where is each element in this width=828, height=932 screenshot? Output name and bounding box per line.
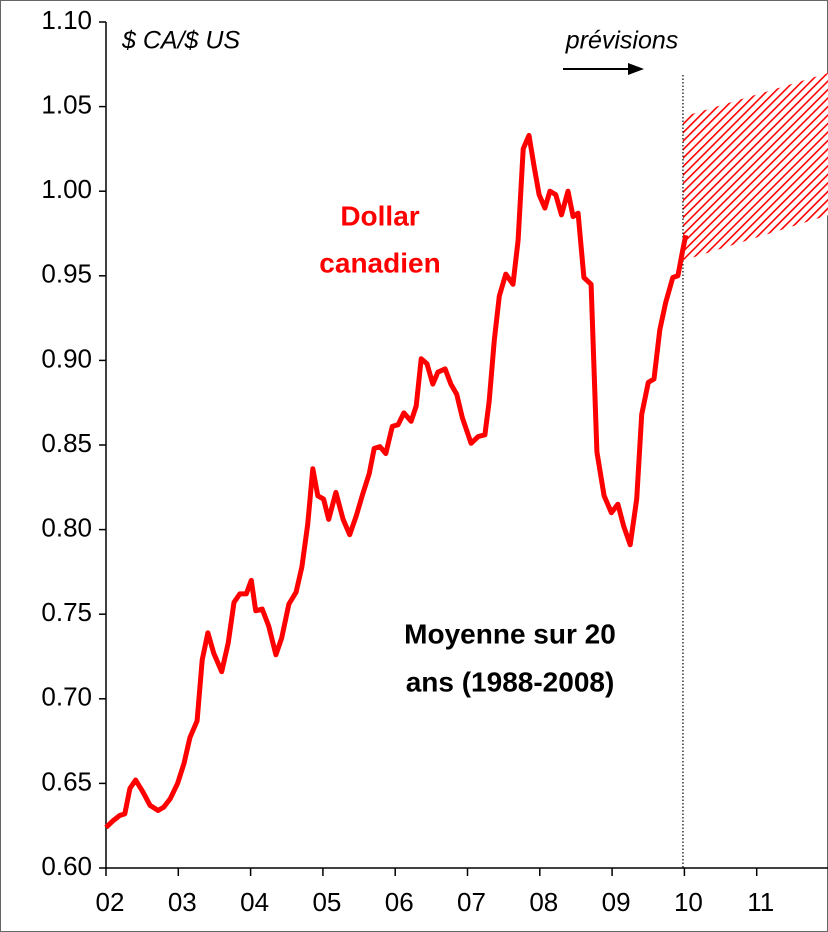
series-label: canadien — [319, 247, 440, 278]
annotation: Moyenne sur 20 — [404, 618, 616, 649]
y-tick-label: 0.80 — [41, 512, 92, 542]
y-tick-label: 0.75 — [41, 597, 92, 627]
line-series — [104, 132, 689, 830]
y-tick-label: 1.00 — [41, 174, 92, 204]
y-tick-label: 0.95 — [41, 259, 92, 289]
y-axis-label: $ CA/$ US — [121, 27, 240, 55]
x-tick-label: 09 — [602, 887, 631, 917]
x-tick-label: 02 — [96, 887, 125, 917]
x-tick-label: 07 — [457, 887, 486, 917]
y-tick-label: 0.90 — [41, 343, 92, 373]
x-tick-label: 10 — [674, 887, 703, 917]
y-tick-label: 1.10 — [41, 5, 92, 35]
y-tick-label: 0.65 — [41, 766, 92, 796]
series-label: Dollar — [340, 200, 419, 231]
y-tick-label: 0.85 — [41, 428, 92, 458]
y-tick-label: 0.60 — [41, 851, 92, 881]
x-tick-label: 03 — [168, 887, 197, 917]
annotation: ans (1988-2008) — [406, 666, 615, 697]
y-tick-label: 1.05 — [41, 89, 92, 119]
forecast-arrow — [563, 63, 644, 75]
x-tick-label: 05 — [312, 887, 341, 917]
forecast-label: prévisions — [565, 27, 679, 55]
x-tick-label: 06 — [385, 887, 414, 917]
y-tick-label: 0.70 — [41, 682, 92, 712]
forecast-band — [682, 73, 828, 261]
x-tick-label: 11 — [747, 887, 774, 917]
x-tick-label: 08 — [529, 887, 558, 917]
x-tick-label: 04 — [240, 887, 269, 917]
